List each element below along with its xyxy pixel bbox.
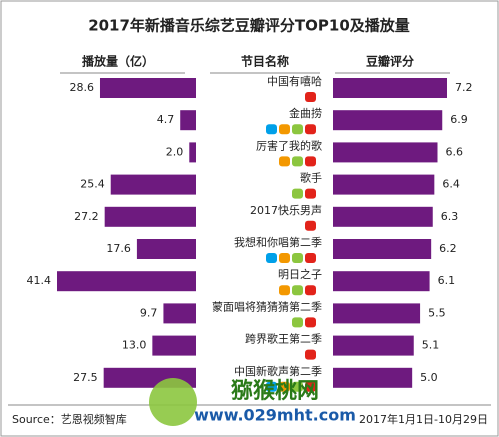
platform-icon <box>305 188 316 199</box>
watermark-url: www.029mht.com <box>194 406 356 425</box>
bar <box>333 271 430 292</box>
platform-icon <box>279 124 290 135</box>
bar <box>333 110 443 131</box>
platform-icon <box>292 381 303 392</box>
category-label: 歌手 <box>300 171 322 185</box>
bar <box>333 335 414 356</box>
platform-icon <box>305 92 316 102</box>
value-label: 7.2 <box>455 81 473 94</box>
value-label: 6.9 <box>450 113 468 126</box>
platform-icon <box>279 285 290 296</box>
platform-icon <box>279 156 290 167</box>
bar <box>57 271 196 292</box>
value-label: 25.4 <box>80 178 105 191</box>
bar <box>136 239 196 259</box>
value-label: 9.7 <box>140 306 158 319</box>
value-label: 17.6 <box>106 242 131 255</box>
platform-icon <box>305 253 316 263</box>
value-label: 6.2 <box>439 242 457 255</box>
value-label: 2.0 <box>166 145 184 158</box>
watermark: 猕猴桃网 <box>231 379 319 404</box>
chart-title: 2017年新播音乐综艺豆瓣评分TOP10及播放量 <box>88 17 410 35</box>
left-header: 播放量（亿） <box>82 54 154 69</box>
value-label: 41.4 <box>27 274 52 287</box>
platform-icon <box>292 317 303 328</box>
platform-icon <box>266 381 277 392</box>
category-label: 厉害了我的歌 <box>256 138 322 152</box>
value-label: 6.3 <box>441 210 459 223</box>
platform-icon <box>292 285 303 296</box>
bar <box>333 303 421 324</box>
platform-icon <box>305 381 316 392</box>
category-label: 2017快乐男声 <box>250 203 322 217</box>
bar <box>104 206 196 227</box>
platform-icon <box>305 317 316 328</box>
bar <box>99 78 196 98</box>
category-label: 中国新歌声第二季 <box>234 364 322 378</box>
right-header: 豆瓣评分 <box>366 54 414 69</box>
value-label: 6.6 <box>446 145 464 158</box>
value-label: 5.0 <box>420 371 438 384</box>
bar <box>110 174 196 195</box>
platform-icon <box>305 220 316 231</box>
category-label: 明日之子 <box>278 267 322 281</box>
platform-icon <box>305 349 316 360</box>
value-label: 6.1 <box>438 274 456 287</box>
bar <box>333 206 433 227</box>
bar <box>333 142 438 163</box>
category-label: 跨界歌王第二季 <box>245 332 322 346</box>
value-label: 4.7 <box>157 113 175 126</box>
watermark-logo <box>149 378 197 426</box>
bar <box>152 335 196 356</box>
value-label: 5.1 <box>422 339 440 352</box>
platform-icon <box>266 124 277 135</box>
category-label: 蒙面唱将猜猜猜第二季 <box>212 299 322 313</box>
platform-icon <box>292 253 303 263</box>
platform-icon <box>292 188 303 199</box>
platform-icon <box>292 156 303 167</box>
platform-icon <box>292 124 303 135</box>
bar <box>333 78 447 98</box>
value-label: 28.6 <box>69 81 94 94</box>
platform-icon <box>266 253 277 263</box>
bar <box>189 142 196 163</box>
platform-icon <box>279 253 290 263</box>
bar <box>333 239 432 259</box>
bar <box>180 110 196 131</box>
value-label: 6.4 <box>442 178 460 191</box>
category-label: 中国有嘻哈 <box>267 74 322 88</box>
platform-icon <box>305 124 316 135</box>
platform-icon <box>305 156 316 167</box>
category-label: 我想和你唱第二季 <box>234 235 322 249</box>
category-label: 金曲捞 <box>289 106 322 120</box>
period: 2017年1月1日-10月29日 <box>359 412 488 426</box>
bar <box>333 367 413 388</box>
platform-icon <box>279 381 290 392</box>
value-label: 27.2 <box>74 210 99 223</box>
platform-icon <box>305 285 316 296</box>
value-label: 5.5 <box>428 306 446 319</box>
value-label: 27.5 <box>73 371 98 384</box>
bar <box>163 303 196 324</box>
value-label: 13.0 <box>122 339 147 352</box>
source: Source：艺恩视频智库 <box>12 412 127 426</box>
bar <box>333 174 435 195</box>
center-header: 节目名称 <box>241 54 289 69</box>
